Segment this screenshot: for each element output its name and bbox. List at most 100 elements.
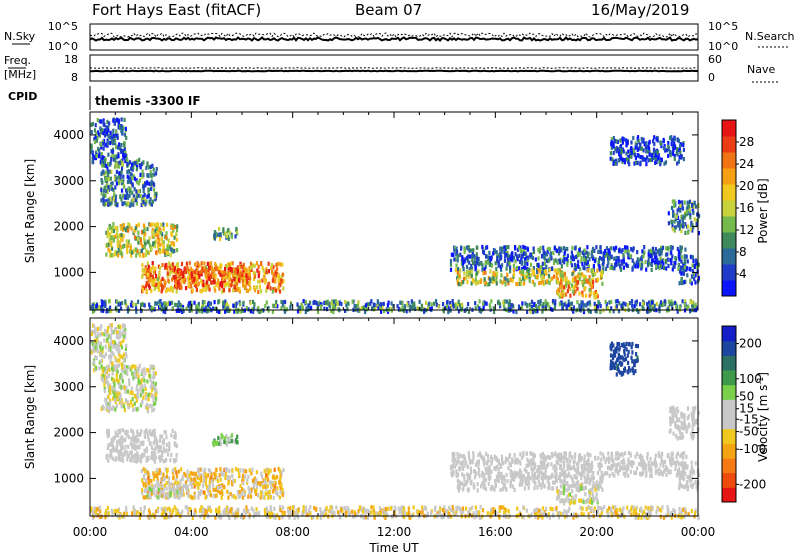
range-gate-cell bbox=[141, 478, 144, 483]
range-gate-cell bbox=[160, 507, 163, 512]
range-gate-cell bbox=[108, 323, 112, 328]
range-gate-cell bbox=[619, 507, 622, 512]
range-gate-cell bbox=[549, 257, 552, 262]
range-gate-cell bbox=[377, 306, 380, 311]
range-gate-cell bbox=[197, 495, 200, 500]
range-gate-cell bbox=[133, 401, 136, 406]
range-gate-cell bbox=[685, 206, 689, 212]
range-gate-cell bbox=[650, 157, 654, 162]
range-gate-cell bbox=[115, 169, 118, 174]
range-gate-cell bbox=[101, 331, 104, 336]
range-gate-cell bbox=[253, 276, 256, 281]
range-gate-cell bbox=[193, 477, 196, 482]
range-gate-cell bbox=[123, 364, 126, 369]
nsearch-label: N.Search bbox=[745, 30, 795, 43]
range-gate-cell bbox=[502, 303, 506, 308]
range-gate-cell bbox=[216, 486, 220, 491]
range-gate-cell bbox=[106, 188, 109, 193]
range-gate-cell bbox=[697, 231, 700, 236]
range-gate-cell bbox=[196, 275, 199, 280]
range-gate-cell bbox=[221, 289, 224, 294]
range-gate-cell bbox=[116, 135, 119, 140]
range-gate-cell bbox=[459, 303, 462, 308]
range-gate-cell bbox=[110, 341, 113, 346]
range-gate-cell bbox=[579, 274, 582, 279]
range-gate-cell bbox=[133, 176, 136, 181]
range-gate-cell bbox=[275, 490, 278, 496]
range-gate-cell bbox=[140, 230, 144, 235]
range-gate-cell bbox=[621, 512, 625, 517]
range-gate-cell bbox=[98, 154, 101, 159]
range-gate-cell bbox=[217, 299, 220, 304]
range-gate-cell bbox=[694, 273, 697, 278]
range-gate-cell bbox=[146, 402, 149, 407]
range-gate-cell bbox=[161, 287, 164, 292]
range-gate-cell bbox=[167, 238, 170, 243]
range-gate-cell bbox=[228, 437, 231, 442]
range-gate-cell bbox=[202, 287, 205, 292]
range-gate-cell bbox=[544, 299, 547, 304]
range-gate-cell bbox=[498, 302, 501, 307]
range-gate-cell bbox=[610, 137, 613, 142]
range-gate-cell bbox=[226, 489, 229, 494]
range-gate-cell bbox=[267, 269, 270, 274]
range-gate-cell bbox=[152, 441, 155, 446]
range-gate-cell bbox=[673, 145, 677, 150]
range-gate-cell bbox=[121, 354, 124, 360]
range-gate-cell bbox=[200, 261, 203, 266]
range-gate-cell bbox=[580, 300, 583, 305]
range-gate-cell bbox=[669, 152, 672, 158]
range-gate-cell bbox=[683, 260, 687, 265]
range-gate-cell bbox=[678, 200, 681, 205]
range-gate-cell bbox=[219, 485, 222, 490]
range-gate-cell bbox=[126, 389, 129, 394]
range-gate-cell bbox=[144, 488, 147, 493]
range-gate-cell bbox=[435, 302, 438, 308]
range-gate-cell bbox=[650, 262, 653, 268]
range-gate-cell bbox=[295, 508, 298, 513]
range-gate-cell bbox=[447, 309, 450, 315]
range-gate-cell bbox=[109, 359, 112, 364]
range-gate-cell bbox=[104, 303, 107, 308]
range-gate-cell bbox=[227, 481, 230, 486]
range-gate-cell bbox=[219, 272, 222, 277]
range-gate-cell bbox=[158, 250, 162, 255]
range-gate-cell bbox=[576, 274, 580, 279]
range-gate-cell bbox=[621, 261, 624, 266]
range-gate-cell bbox=[653, 255, 657, 260]
range-gate-cell bbox=[636, 263, 640, 268]
range-gate-cell bbox=[175, 280, 178, 285]
range-gate-cell bbox=[154, 282, 158, 287]
range-gate-cell bbox=[562, 289, 565, 294]
range-gate-cell bbox=[403, 308, 406, 313]
range-gate-cell bbox=[585, 303, 588, 308]
range-gate-cell bbox=[572, 309, 575, 314]
range-gate-cell bbox=[175, 228, 179, 233]
range-gate-cell bbox=[172, 226, 175, 231]
range-gate-cell bbox=[672, 203, 676, 208]
range-gate-cell bbox=[334, 299, 337, 304]
range-gate-cell bbox=[189, 494, 192, 499]
range-gate-cell bbox=[179, 271, 182, 276]
range-gate-cell bbox=[225, 307, 228, 312]
range-gate-cell bbox=[313, 299, 316, 305]
range-gate-cell bbox=[229, 435, 232, 440]
range-gate-cell bbox=[634, 155, 637, 160]
range-gate-cell bbox=[398, 306, 401, 312]
range-gate-cell bbox=[155, 490, 158, 495]
range-gate-cell bbox=[115, 327, 118, 332]
range-gate-cell bbox=[111, 443, 114, 448]
range-gate-cell bbox=[152, 477, 156, 482]
range-gate-cell bbox=[664, 148, 667, 153]
range-gate-cell bbox=[655, 264, 658, 269]
range-gate-cell bbox=[172, 476, 175, 481]
range-gate-cell bbox=[105, 184, 108, 189]
range-gate-cell bbox=[156, 277, 159, 282]
colorbar-segment bbox=[722, 152, 736, 169]
range-gate-cell bbox=[120, 148, 123, 153]
range-gate-cell bbox=[125, 243, 128, 249]
nsearch-series bbox=[89, 31, 699, 38]
range-gate-cell bbox=[522, 265, 525, 270]
range-gate-cell bbox=[687, 512, 690, 517]
range-gate-cell bbox=[474, 306, 477, 311]
